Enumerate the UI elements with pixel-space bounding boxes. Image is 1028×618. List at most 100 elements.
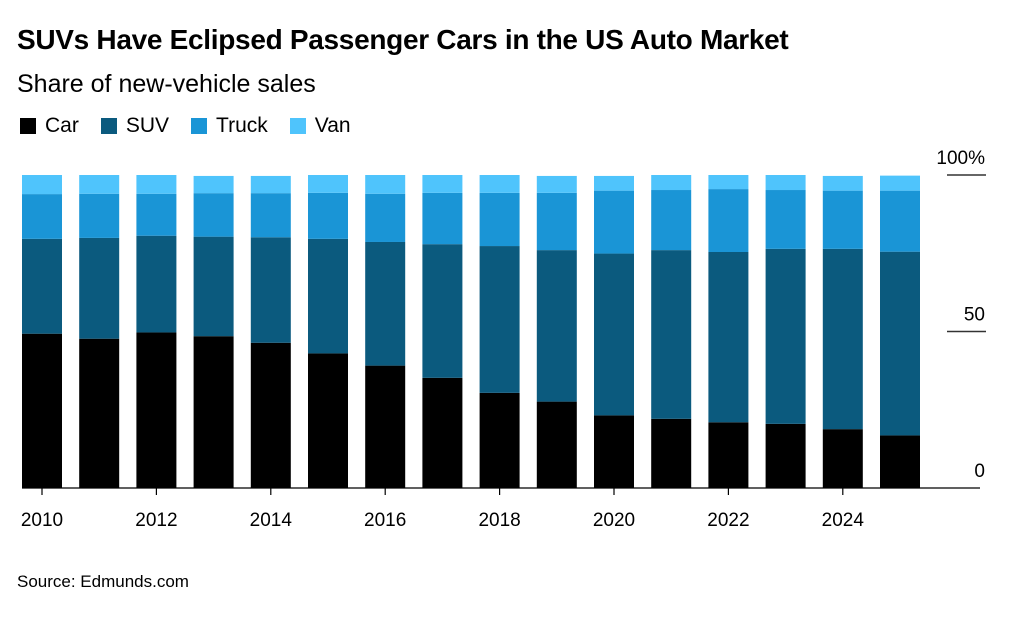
bar-car-2023 [765,423,806,488]
bar-car-2025 [880,435,920,488]
bar-car-2016 [365,365,406,488]
x-tick-label-2016: 2016 [364,510,406,531]
bar-car-2011 [79,338,120,488]
bar-suv-2018 [479,246,520,393]
bar-stack-2019 [536,175,577,488]
bar-stack-2010 [22,175,62,488]
bar-car-2018 [479,392,520,488]
bar-suv-2024 [822,248,863,430]
bar-stack-2011 [79,175,120,488]
chart-subtitle: Share of new-vehicle sales [17,70,316,98]
x-tick-label-2024: 2024 [822,510,865,531]
bar-van-2023 [765,175,806,191]
legend-swatch-car [20,118,36,134]
bar-van-2011 [79,175,120,194]
y-axis: 0 50 100% [936,148,986,482]
bar-truck-2018 [479,192,520,247]
legend-label-car: Car [45,114,79,137]
bar-van-2013 [193,175,234,194]
bar-car-2022 [708,422,749,488]
bar-stack-2017 [422,175,463,488]
bar-van-2020 [594,175,634,191]
bar-stack-2015 [308,175,348,488]
bar-car-2014 [250,342,291,488]
bar-suv-2017 [422,244,463,378]
y-tick-label-0: 0 [974,461,985,482]
bar-truck-2012 [136,193,177,236]
legend-label-van: Van [314,114,351,137]
bar-truck-2013 [193,193,234,237]
bar-van-2015 [308,175,348,193]
bar-car-2017 [422,377,463,488]
bar-truck-2021 [651,190,692,251]
bar-suv-2019 [536,250,577,402]
bar-truck-2014 [250,193,291,238]
bar-stack-2023 [765,175,806,488]
bar-car-2019 [536,401,577,488]
legend-swatch-van [289,118,306,134]
legend-label-suv: SUV [125,114,170,137]
x-tick-label-2020: 2020 [593,510,635,531]
bar-suv-2022 [708,251,749,423]
bar-van-2018 [479,175,520,193]
bar-stack-2016 [365,175,406,488]
bar-van-2021 [651,175,692,191]
bar-stack-2014 [250,175,291,488]
x-axis: 2010 2012 2014 2016 2018 2020 2022 2024 [21,487,980,531]
bar-van-2010 [22,175,62,195]
bar-car-2024 [822,429,863,488]
bar-van-2014 [250,175,291,194]
bar-car-2013 [193,336,234,488]
y-tick-label-100: 100% [936,148,985,169]
bar-suv-2014 [250,237,291,343]
bar-car-2015 [308,353,348,488]
x-tick-label-2014: 2014 [250,510,293,531]
bar-van-2016 [365,175,406,194]
legend-label-truck: Truck [216,114,268,137]
bar-stack-2022 [708,175,749,488]
chart-title: SUVs Have Eclipsed Passenger Cars in the… [17,24,789,55]
bar-truck-2011 [79,193,120,238]
bar-truck-2016 [365,193,406,242]
bar-car-2012 [136,332,177,488]
legend-item-suv: SUV [100,114,170,138]
bar-suv-2010 [22,238,62,334]
bar-car-2020 [594,415,634,488]
bar-stack-2018 [479,175,520,488]
source-note: Source: Edmunds.com [17,572,189,591]
bar-truck-2019 [536,192,577,251]
bar-suv-2025 [880,251,920,436]
bar-van-2022 [708,175,749,190]
bar-truck-2024 [822,190,863,249]
bar-truck-2020 [594,190,634,254]
bar-car-2010 [22,333,62,488]
bar-truck-2010 [22,194,62,239]
legend-swatch-truck [191,118,208,134]
bar-stack-2013 [193,175,234,488]
bar-suv-2012 [136,235,177,333]
bar-suv-2023 [765,248,806,424]
bar-suv-2016 [365,241,406,366]
bar-stack-2012 [136,175,177,488]
legend-swatch-suv [100,118,117,134]
bar-stack-2024 [822,175,863,488]
bar-truck-2022 [708,189,749,252]
bar-suv-2011 [79,237,120,339]
x-tick-label-2010: 2010 [21,510,63,531]
bar-van-2024 [822,175,863,191]
y-tick-label-50: 50 [964,305,985,326]
bar-stack-2025 [880,175,920,488]
legend-item-car: Car [20,114,79,138]
bar-car-2021 [651,418,692,488]
bar-van-2017 [422,175,463,193]
bar-truck-2015 [308,192,348,239]
bar-truck-2017 [422,192,463,245]
legend-item-truck: Truck [191,114,268,138]
legend: Car SUV Truck Van [20,114,373,138]
bar-van-2025 [880,175,920,191]
bar-suv-2020 [594,253,634,416]
bar-suv-2021 [651,250,692,419]
x-tick-label-2018: 2018 [478,510,520,531]
x-tick-label-2012: 2012 [135,510,177,531]
